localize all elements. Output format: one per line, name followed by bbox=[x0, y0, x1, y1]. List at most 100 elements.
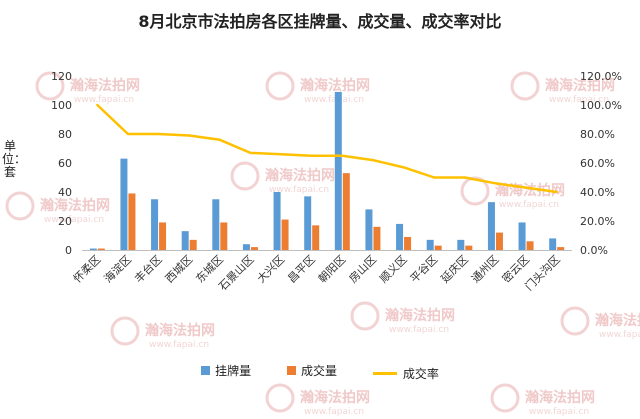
bar-listing bbox=[89, 248, 97, 250]
watermark-url: www.fapai.cn bbox=[269, 185, 329, 195]
watermark-url: www.fapai.cn bbox=[499, 200, 559, 210]
line-rate-point bbox=[432, 176, 436, 179]
y2-tick-label: 0.0% bbox=[580, 244, 608, 257]
bar-listing bbox=[120, 158, 128, 250]
bar-listing bbox=[518, 222, 526, 250]
watermark-text: 瀚海法拍网 bbox=[265, 167, 335, 184]
bar-deals bbox=[128, 193, 136, 250]
watermark-url: www.fapai.cn bbox=[74, 95, 134, 105]
watermark-text: 瀚海法拍网 bbox=[40, 197, 110, 214]
line-rate-point bbox=[157, 132, 160, 136]
bar-listing bbox=[365, 209, 373, 250]
bar-listing bbox=[457, 239, 465, 250]
legend-item-deals: 成交量 bbox=[286, 362, 337, 379]
watermark-logo-icon bbox=[460, 176, 490, 206]
line-rate-point bbox=[555, 190, 558, 194]
x-tick-label: 平谷区 bbox=[408, 253, 441, 286]
y2-tick-label: 40.0% bbox=[580, 186, 615, 199]
bar-listing bbox=[273, 192, 281, 250]
line-rate-point bbox=[402, 166, 405, 169]
x-tick-label: 房山区 bbox=[347, 253, 380, 286]
y2-tick-label: 80.0% bbox=[580, 128, 615, 141]
y-tick-label: 20 bbox=[58, 215, 72, 228]
y-tick-label: 100 bbox=[51, 99, 72, 112]
bar-listing bbox=[212, 199, 220, 250]
watermark-text: 瀚海法拍网 bbox=[300, 77, 370, 94]
bar-deals bbox=[404, 236, 412, 250]
line-rate-point bbox=[371, 158, 375, 162]
x-tick-label: 海淀区 bbox=[101, 252, 134, 285]
y-tick-label: 40 bbox=[58, 186, 72, 199]
chart-title: 8月北京市法拍房各区挂牌量、成交量、成交率对比 bbox=[138, 12, 502, 31]
x-tick-label: 顺义区 bbox=[377, 253, 410, 286]
line-rate-point bbox=[96, 103, 99, 107]
watermark-text: 瀚海法拍网 bbox=[70, 77, 140, 94]
bar-deals bbox=[250, 247, 258, 250]
line-rate-point bbox=[126, 132, 130, 136]
watermark-logo-icon bbox=[35, 71, 65, 101]
watermark-logo-icon bbox=[490, 383, 520, 413]
bar-listing bbox=[181, 231, 189, 250]
watermark-logo-icon bbox=[265, 383, 295, 413]
y2-tick-label: 100.0% bbox=[580, 99, 622, 112]
legend: 挂牌量 成交量 成交率 bbox=[0, 362, 640, 382]
bar-deals bbox=[159, 222, 167, 250]
line-rate-point bbox=[218, 138, 222, 141]
watermark-url: www.fapai.cn bbox=[44, 215, 104, 225]
y-axis-label: 单位：套 bbox=[2, 139, 27, 179]
legend-item-listing: 挂牌量 bbox=[201, 362, 251, 379]
watermark-logo-icon bbox=[110, 316, 140, 346]
bar-deals bbox=[342, 173, 350, 250]
watermark-url: www.fapai.cn bbox=[599, 330, 640, 340]
watermark-text: 瀚海法拍网 bbox=[595, 312, 640, 329]
bar-deals bbox=[557, 247, 565, 250]
x-tick-label: 朝阳区 bbox=[316, 253, 349, 286]
y2-tick-label: 60.0% bbox=[580, 157, 615, 170]
watermark-logo-icon bbox=[230, 161, 260, 191]
bar-deals bbox=[220, 222, 228, 250]
bar-deals bbox=[373, 226, 381, 250]
watermark-logo-icon bbox=[510, 71, 540, 101]
line-rate-point bbox=[524, 186, 528, 189]
bar-deals bbox=[434, 245, 442, 250]
y2-tick-label: 120.0% bbox=[580, 70, 622, 83]
line-rate-point bbox=[494, 182, 497, 185]
legend-swatch-listing bbox=[201, 366, 211, 375]
watermark-text: 瀚海法拍网 bbox=[145, 322, 215, 339]
x-tick-label: 丰台区 bbox=[131, 252, 164, 285]
y-tick-label: 60 bbox=[58, 157, 72, 170]
legend-item-rate: 成交率 bbox=[372, 365, 439, 382]
watermark-url: www.fapai.cn bbox=[549, 95, 609, 105]
x-tick-label: 昌平区 bbox=[285, 253, 318, 286]
watermark-text: 瀚海法拍网 bbox=[385, 307, 455, 324]
bar-listing bbox=[304, 196, 312, 250]
bar-listing bbox=[334, 91, 342, 250]
line-rate-point bbox=[187, 134, 191, 137]
watermark-url: www.fapai.cn bbox=[304, 95, 364, 105]
watermark-logo-icon bbox=[265, 71, 295, 101]
watermark-url: www.fapai.cn bbox=[304, 407, 364, 417]
x-tick-label: 西城区 bbox=[163, 253, 196, 286]
bar-listing bbox=[426, 239, 434, 250]
x-tick-label: 怀柔区 bbox=[71, 253, 104, 286]
bar-listing bbox=[549, 238, 557, 250]
line-rate-point bbox=[463, 176, 467, 179]
watermark-text: 瀚海法拍网 bbox=[545, 77, 615, 94]
bar-deals bbox=[97, 248, 105, 250]
x-tick-label: 通州区 bbox=[469, 253, 502, 286]
watermark-logo-icon bbox=[560, 306, 590, 336]
y2-tick-label: 20.0% bbox=[580, 215, 615, 228]
line-rate-point bbox=[279, 153, 283, 156]
bar-deals bbox=[312, 225, 320, 250]
watermark-logo-icon bbox=[5, 191, 35, 221]
y-tick-label: 0 bbox=[65, 244, 72, 257]
bar-deals bbox=[526, 241, 534, 250]
watermark-url: www.fapai.cn bbox=[149, 340, 209, 350]
line-rate bbox=[96, 104, 557, 194]
legend-label-listing: 挂牌量 bbox=[215, 364, 252, 378]
legend-swatch-deals bbox=[286, 366, 296, 375]
y-tick-label: 120 bbox=[51, 70, 72, 83]
x-tick-label: 大兴区 bbox=[254, 252, 287, 285]
